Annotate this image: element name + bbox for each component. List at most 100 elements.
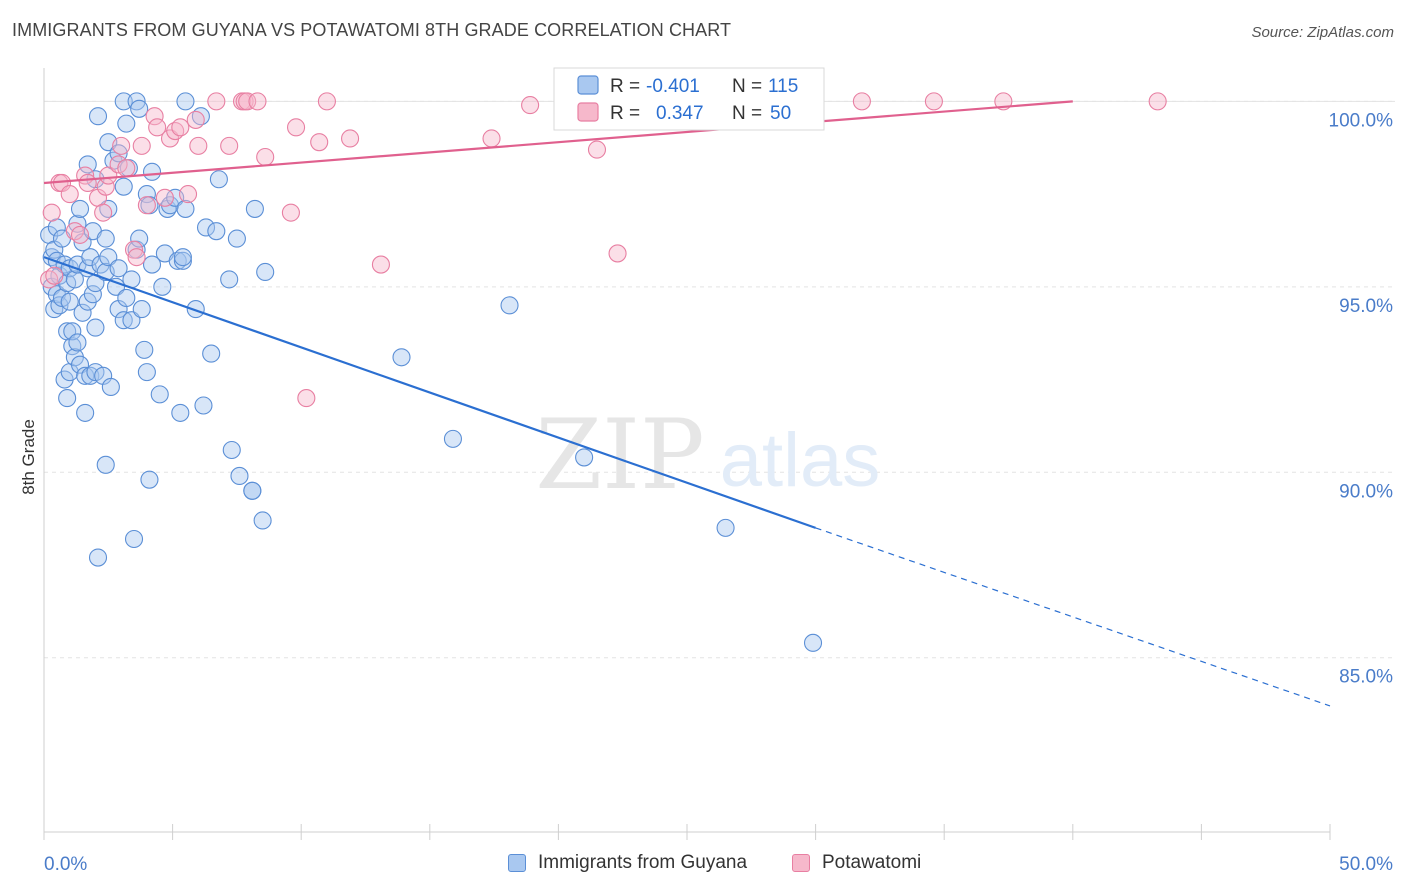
data-point-guyana — [243, 481, 262, 500]
data-point-potawatomi — [310, 133, 329, 152]
legend-item-potawatomi: Potawatomi — [792, 852, 921, 874]
data-point-guyana — [70, 199, 90, 218]
legend-r-value-2: 0.347 — [656, 103, 704, 124]
legend-r-value-1: -0.401 — [646, 76, 700, 97]
data-point-potawatomi — [178, 185, 198, 204]
data-point-potawatomi — [132, 136, 151, 155]
gridlines — [44, 100, 1395, 659]
data-point-guyana — [245, 199, 264, 218]
data-point-potawatomi — [287, 118, 306, 137]
data-point-potawatomi — [220, 136, 239, 155]
data-point-guyana — [194, 396, 213, 415]
data-point-guyana — [230, 466, 249, 486]
data-point-guyana — [256, 262, 275, 282]
data-point-guyana — [114, 311, 133, 330]
data-point-potawatomi — [94, 203, 113, 222]
data-point-guyana — [137, 363, 156, 382]
data-point-guyana — [153, 277, 172, 296]
data-point-guyana — [186, 300, 205, 319]
data-point-potawatomi — [70, 225, 90, 244]
series-potawatomi-points — [40, 92, 1167, 408]
x-tick-label: 0.0% — [44, 854, 87, 875]
data-point-guyana — [171, 403, 190, 422]
data-point-potawatomi — [112, 136, 131, 155]
data-point-potawatomi — [924, 92, 943, 111]
data-point-guyana — [73, 303, 92, 322]
data-point-guyana — [70, 355, 90, 374]
data-point-potawatomi — [371, 255, 390, 274]
data-point-guyana — [392, 348, 411, 367]
data-point-guyana — [114, 92, 133, 111]
data-point-guyana — [173, 248, 192, 267]
data-point-potawatomi — [852, 92, 871, 111]
data-point-guyana — [96, 229, 115, 248]
legend-n-value-2: 50 — [770, 103, 791, 124]
data-point-guyana — [60, 292, 79, 311]
data-point-guyana — [76, 366, 95, 385]
data-point-guyana — [135, 340, 154, 359]
legend-r-label-1: R = — [610, 76, 640, 97]
data-point-potawatomi — [127, 248, 146, 267]
data-point-potawatomi — [148, 118, 167, 137]
data-point-potawatomi — [317, 92, 336, 111]
data-point-guyana — [122, 311, 141, 330]
legend-swatch-pink — [577, 102, 599, 122]
data-point-guyana — [117, 288, 136, 307]
data-point-potawatomi — [117, 159, 136, 178]
data-point-potawatomi — [124, 240, 144, 259]
legend-item-guyana: Immigrants from Guyana — [508, 852, 747, 874]
legend-n-label-1: N = — [732, 76, 762, 97]
data-point-potawatomi — [42, 203, 61, 222]
data-point-guyana — [81, 248, 100, 267]
stats-legend: R = -0.401 N = 115 R = 0.347 N = 50 — [553, 67, 825, 131]
data-point-guyana — [142, 162, 162, 181]
data-point-potawatomi — [45, 266, 64, 285]
data-point-guyana — [130, 229, 149, 248]
legend-swatch-blue — [577, 75, 599, 95]
data-point-guyana — [117, 114, 136, 133]
data-point-potawatomi — [99, 166, 118, 185]
legend-n-value-1: 115 — [768, 76, 798, 97]
data-point-guyana — [88, 107, 108, 126]
data-point-guyana — [63, 322, 82, 341]
watermark-zip: ZIP — [535, 399, 704, 511]
y-axis-label: 8th Grade — [19, 419, 38, 495]
trend-line-guyana-extension — [815, 527, 1331, 707]
data-point-guyana — [443, 429, 462, 448]
data-point-guyana — [575, 448, 594, 467]
data-point-guyana — [140, 470, 159, 489]
data-point-potawatomi — [207, 92, 226, 111]
data-point-potawatomi — [297, 389, 316, 408]
watermark-atlas: atlas — [720, 418, 881, 503]
trend-line-guyana — [43, 256, 816, 529]
chart-title: IMMIGRANTS FROM GUYANA VS POTAWATOMI 8TH… — [12, 20, 732, 40]
series-guyana-points — [40, 92, 823, 652]
data-point-guyana — [114, 177, 133, 196]
data-point-guyana — [130, 99, 149, 118]
data-point-guyana — [220, 270, 239, 289]
data-point-potawatomi — [521, 96, 540, 115]
data-point-guyana — [96, 455, 115, 474]
data-point-guyana — [58, 389, 77, 408]
data-point-potawatomi — [145, 107, 164, 126]
data-point-guyana — [227, 229, 246, 248]
data-point-guyana — [101, 377, 120, 397]
y-tick-label: 100.0% — [1329, 110, 1394, 131]
data-point-guyana — [68, 333, 87, 352]
data-point-potawatomi — [238, 92, 257, 111]
data-point-guyana — [142, 255, 162, 274]
data-point-potawatomi — [60, 185, 79, 204]
data-point-potawatomi — [256, 147, 275, 167]
data-point-potawatomi — [1148, 92, 1167, 111]
data-point-guyana — [716, 518, 735, 537]
legend-swatch-guyana — [508, 854, 526, 872]
data-point-potawatomi — [171, 118, 190, 137]
data-point-guyana — [99, 248, 118, 267]
data-point-potawatomi — [155, 188, 174, 207]
data-point-potawatomi — [189, 136, 208, 155]
data-point-potawatomi — [186, 110, 205, 129]
data-point-guyana — [83, 285, 102, 304]
data-point-guyana — [76, 403, 95, 422]
source-credit: Source: ZipAtlas.com — [1251, 24, 1394, 41]
